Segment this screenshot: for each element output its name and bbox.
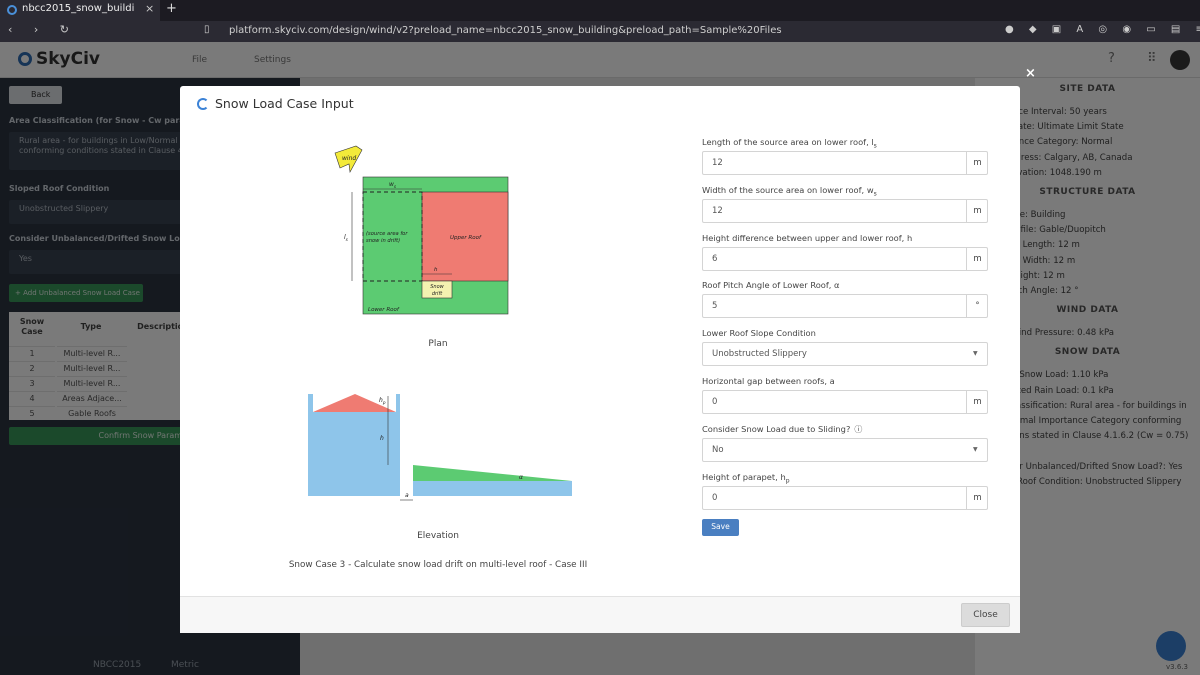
modal-icon xyxy=(197,98,209,110)
field-value: 12 xyxy=(712,205,723,216)
field-value: 5 xyxy=(712,301,718,312)
nav-buttons[interactable]: ‹ › ↻ xyxy=(8,23,79,36)
field-unit: m xyxy=(973,253,982,264)
field-value: 0 xyxy=(712,397,718,407)
field-label: Length of the source area on lower roof,… xyxy=(702,137,877,150)
field-label: Height difference between upper and lowe… xyxy=(702,233,912,243)
label-text: Consider Snow Load due to Sliding? xyxy=(702,423,851,434)
label-subscript: p xyxy=(785,477,790,485)
input-box[interactable]: 12 m xyxy=(702,198,988,223)
close-button[interactable]: Close xyxy=(961,603,1010,627)
unit-divider xyxy=(966,391,967,413)
tab[interactable]: nbcc2015_snow_building × xyxy=(0,0,160,21)
field-value: Unobstructed Slippery xyxy=(712,349,807,360)
label-text: Width of the source area on lower roof, … xyxy=(702,184,874,195)
new-tab[interactable]: + xyxy=(166,1,177,16)
unit-divider xyxy=(966,152,967,174)
field-unit: m xyxy=(973,205,982,216)
input-box[interactable]: 5 ° xyxy=(702,294,988,319)
unit-divider xyxy=(966,295,967,318)
field-label: Lower Roof Slope Condition xyxy=(702,328,816,338)
field-label: Height of parapet, hp xyxy=(702,472,790,485)
label-text: Horizontal gap between roofs, a xyxy=(702,376,835,386)
modal: Snow Load Case Input Close Length of the s… xyxy=(180,86,1020,633)
field-label: Roof Pitch Angle of Lower Roof, α xyxy=(702,280,840,290)
select-box[interactable]: No ▼ xyxy=(702,437,988,462)
field-value: 12 xyxy=(712,158,723,168)
field-unit: m xyxy=(973,492,982,503)
url-bar: ‹ › ↻ ▯ platform.skyciv.com/design/wind/… xyxy=(0,21,1200,42)
field-value: No xyxy=(712,444,724,455)
dropdown-caret: ▼ xyxy=(973,445,978,453)
label-subscript: s xyxy=(873,142,877,150)
tab-icon xyxy=(7,5,17,15)
unit-divider xyxy=(966,247,967,270)
field-unit: m xyxy=(973,158,982,168)
info-icon[interactable]: ⓘ xyxy=(854,424,863,434)
modal-title: Snow Load Case Input xyxy=(215,96,354,111)
modal-footer xyxy=(180,596,1020,633)
select-box[interactable]: Unobstructed Slippery ▼ xyxy=(702,342,988,367)
tab-close[interactable]: × xyxy=(145,2,155,15)
dialog-x[interactable]: × xyxy=(1025,66,1036,81)
field-label: Horizontal gap between roofs, a xyxy=(702,376,835,386)
label-text: Height of parapet, h xyxy=(702,471,786,482)
field-value: 0 xyxy=(712,492,718,503)
url[interactable]: platform.skyciv.com/design/wind/v2?prelo… xyxy=(229,25,782,36)
tab-title: nbcc2015_snow_building xyxy=(22,3,134,14)
extension-icons[interactable]: ● ◆ ▣ A ◎ ◉ ▭ ▤ ≡ xyxy=(1005,24,1200,35)
label-text: Roof Pitch Angle of Lower Roof, α xyxy=(702,280,840,291)
field-label: Width of the source area on lower roof, … xyxy=(702,185,877,198)
label-text: Length of the source area on lower roof,… xyxy=(702,137,874,147)
field-label: Consider Snow Load due to Sliding? ⓘ xyxy=(702,424,862,435)
label-subscript: s xyxy=(873,190,877,198)
label-text: Lower Roof Slope Condition xyxy=(702,328,816,339)
bookmark-icon[interactable]: ▯ xyxy=(204,24,210,35)
input-box[interactable]: 12 m xyxy=(702,151,988,175)
tab-bar xyxy=(0,0,1200,21)
unit-divider xyxy=(966,199,967,222)
label-text: Height difference between upper and lowe… xyxy=(702,232,913,243)
field-unit: m xyxy=(973,397,982,407)
dropdown-caret: ▼ xyxy=(973,350,978,358)
field-value: 6 xyxy=(712,253,718,264)
unit-divider xyxy=(966,486,967,509)
field-unit: ° xyxy=(975,301,980,312)
save-button[interactable]: Save xyxy=(702,519,739,536)
